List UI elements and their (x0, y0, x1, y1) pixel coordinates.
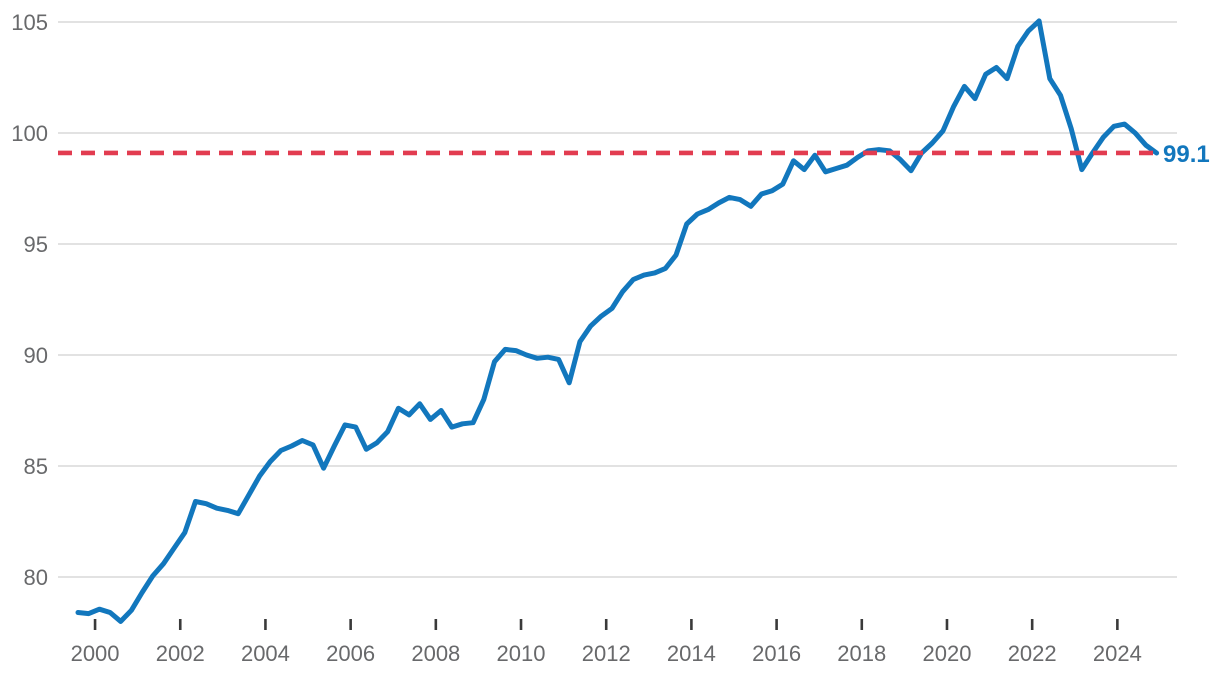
x-axis-tick-label: 2016 (752, 641, 801, 666)
x-axis-tick-label: 2012 (582, 641, 631, 666)
series-line (75, 18, 1160, 624)
reference-value-label: 99.1 (1163, 141, 1210, 168)
x-axis-tick-label: 2000 (71, 641, 120, 666)
x-axis-tick-label: 2018 (837, 641, 886, 666)
x-axis-tick-label: 2002 (156, 641, 205, 666)
x-axis-tick-label: 2010 (497, 641, 546, 666)
x-axis-tick-label: 2014 (667, 641, 716, 666)
x-axis-tick-label: 2022 (1008, 641, 1057, 666)
y-axis-tick-label: 100 (11, 121, 48, 146)
y-axis-tick-label: 85 (24, 454, 48, 479)
y-axis-tick-label: 80 (24, 565, 48, 590)
x-axis-tick-label: 2004 (241, 641, 290, 666)
y-axis-tick-label: 90 (24, 343, 48, 368)
x-axis-tick-label: 2024 (1093, 641, 1142, 666)
x-axis-tick-label: 2020 (923, 641, 972, 666)
y-axis-tick-label: 105 (11, 10, 48, 35)
x-axis-tick-label: 2008 (411, 641, 460, 666)
x-axis-tick-label: 2006 (326, 641, 375, 666)
y-axis-tick-label: 95 (24, 232, 48, 257)
